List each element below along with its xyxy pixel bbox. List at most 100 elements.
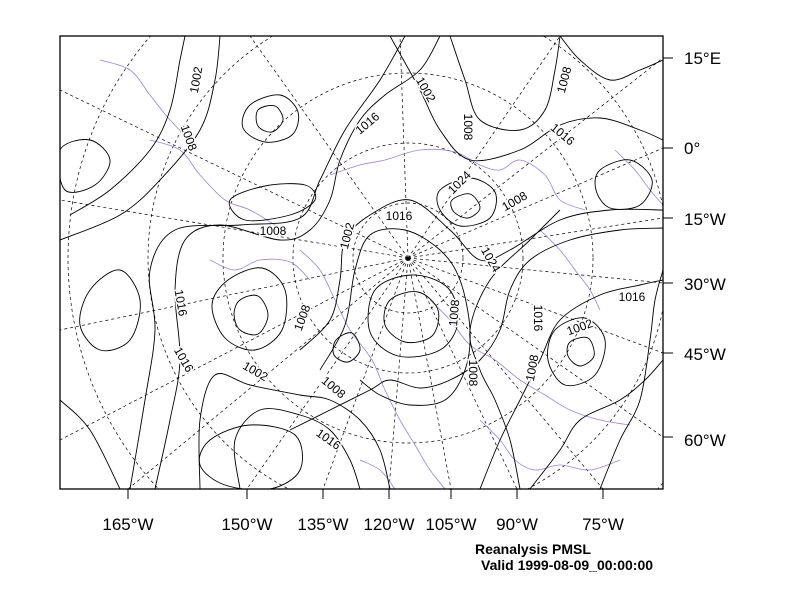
contour-value-label: 1016 xyxy=(548,120,578,148)
isobar xyxy=(228,183,317,222)
coastline xyxy=(539,229,601,311)
contour-value-label: 1016 xyxy=(531,305,545,332)
contour-value-label: 1016 xyxy=(353,109,383,137)
contour-value-label: 1024 xyxy=(478,245,504,275)
isobar xyxy=(332,332,361,363)
isobar xyxy=(450,193,481,219)
coastline xyxy=(149,139,276,226)
isobar xyxy=(198,373,391,489)
meridian-line xyxy=(127,257,409,489)
coastline xyxy=(429,299,631,426)
contour-value-label: 1016 xyxy=(619,290,646,304)
contour-value-label: 1002 xyxy=(240,359,270,385)
isobar xyxy=(547,317,606,387)
isobar xyxy=(389,36,663,162)
isobar xyxy=(60,399,121,489)
latitude-circle xyxy=(292,142,524,374)
bottom-axis-ticks xyxy=(127,489,604,499)
lat-label-15w: 15°W xyxy=(684,210,726,229)
lon-label-135w: 135°W xyxy=(297,515,348,534)
valid-time: Valid 1999-08-09_00:00:00 xyxy=(481,557,654,573)
latitude-circle xyxy=(67,36,663,489)
coastline xyxy=(209,258,311,281)
isobar xyxy=(479,279,663,489)
lat-label-15e: 15°E xyxy=(684,49,721,68)
contour-value-label: 1002 xyxy=(187,65,205,94)
isobar xyxy=(367,274,459,358)
lat-label-45w: 45°W xyxy=(684,345,726,364)
isobar xyxy=(469,209,561,489)
isobar xyxy=(198,424,303,489)
meridian-line xyxy=(407,57,663,259)
isobar xyxy=(299,199,663,351)
right-axis-ticks xyxy=(663,57,673,438)
contour-value-label: 1008 xyxy=(523,353,541,382)
lon-label-90w: 90°W xyxy=(496,515,538,534)
isobar xyxy=(566,336,595,367)
contour-value-label: 1002 xyxy=(413,75,439,105)
meridian-line xyxy=(249,36,409,259)
lon-label-150w: 150°W xyxy=(221,515,272,534)
isobar xyxy=(319,228,471,406)
isobar xyxy=(559,36,663,81)
coastline xyxy=(99,59,191,141)
isobar xyxy=(383,291,440,344)
meridian-line xyxy=(407,257,663,354)
contour-value-label: 1008 xyxy=(446,299,462,327)
contour-value-label: 1008 xyxy=(319,373,349,401)
pressure-contours xyxy=(60,36,663,489)
isobar xyxy=(60,36,221,241)
isobar xyxy=(241,94,300,143)
meridian-line xyxy=(60,257,409,331)
meridian-line xyxy=(60,257,409,441)
isobar xyxy=(599,269,663,489)
meridian-line xyxy=(407,257,604,489)
meridian-line xyxy=(407,257,518,489)
isobar xyxy=(255,104,284,133)
contour-value-label: 1008 xyxy=(466,360,480,387)
isobar xyxy=(60,139,111,193)
lon-label-75w: 75°W xyxy=(582,515,624,534)
meridian-line xyxy=(60,89,409,259)
isobar xyxy=(436,177,497,227)
latitude-circle xyxy=(222,72,594,444)
map-frame xyxy=(59,35,664,490)
meridian-line xyxy=(60,199,409,259)
lat-label-0: 0° xyxy=(684,139,700,158)
lon-label-120w: 120°W xyxy=(363,515,414,534)
meridian-line xyxy=(407,36,561,259)
map-title: Reanalysis PMSL xyxy=(475,541,591,557)
lon-label-105w: 105°W xyxy=(425,515,476,534)
lon-label-165w: 165°W xyxy=(102,515,153,534)
meridian-line xyxy=(388,257,409,489)
isobar xyxy=(233,294,269,336)
coastline xyxy=(359,459,396,489)
isobar xyxy=(79,269,141,352)
contour-value-label: 1008 xyxy=(500,188,530,214)
meridian-line xyxy=(407,147,663,259)
contour-value-label: 1008 xyxy=(291,302,313,332)
contour-value-label: 1016 xyxy=(386,209,413,223)
isobar xyxy=(449,36,561,131)
isobar xyxy=(154,36,441,489)
contour-value-label: 1002 xyxy=(565,316,595,338)
latitude-circle xyxy=(147,36,663,489)
isobar xyxy=(529,359,663,489)
contour-value-label: 1008 xyxy=(554,65,575,95)
contour-value-label: 1024 xyxy=(445,168,474,197)
latitude-circle xyxy=(352,202,464,314)
contour-value-label: 1016 xyxy=(172,288,190,317)
coastline xyxy=(299,249,446,489)
meridian-line xyxy=(407,257,452,489)
isobar xyxy=(594,159,653,210)
isobar xyxy=(233,408,361,489)
contour-value-label: 1008 xyxy=(461,114,475,141)
contour-value-label: 1008 xyxy=(260,224,287,238)
isobar xyxy=(289,227,663,431)
coastlines xyxy=(99,59,663,489)
coastline xyxy=(329,149,586,211)
contour-value-label: 1002 xyxy=(337,221,358,251)
coastline xyxy=(614,149,663,206)
